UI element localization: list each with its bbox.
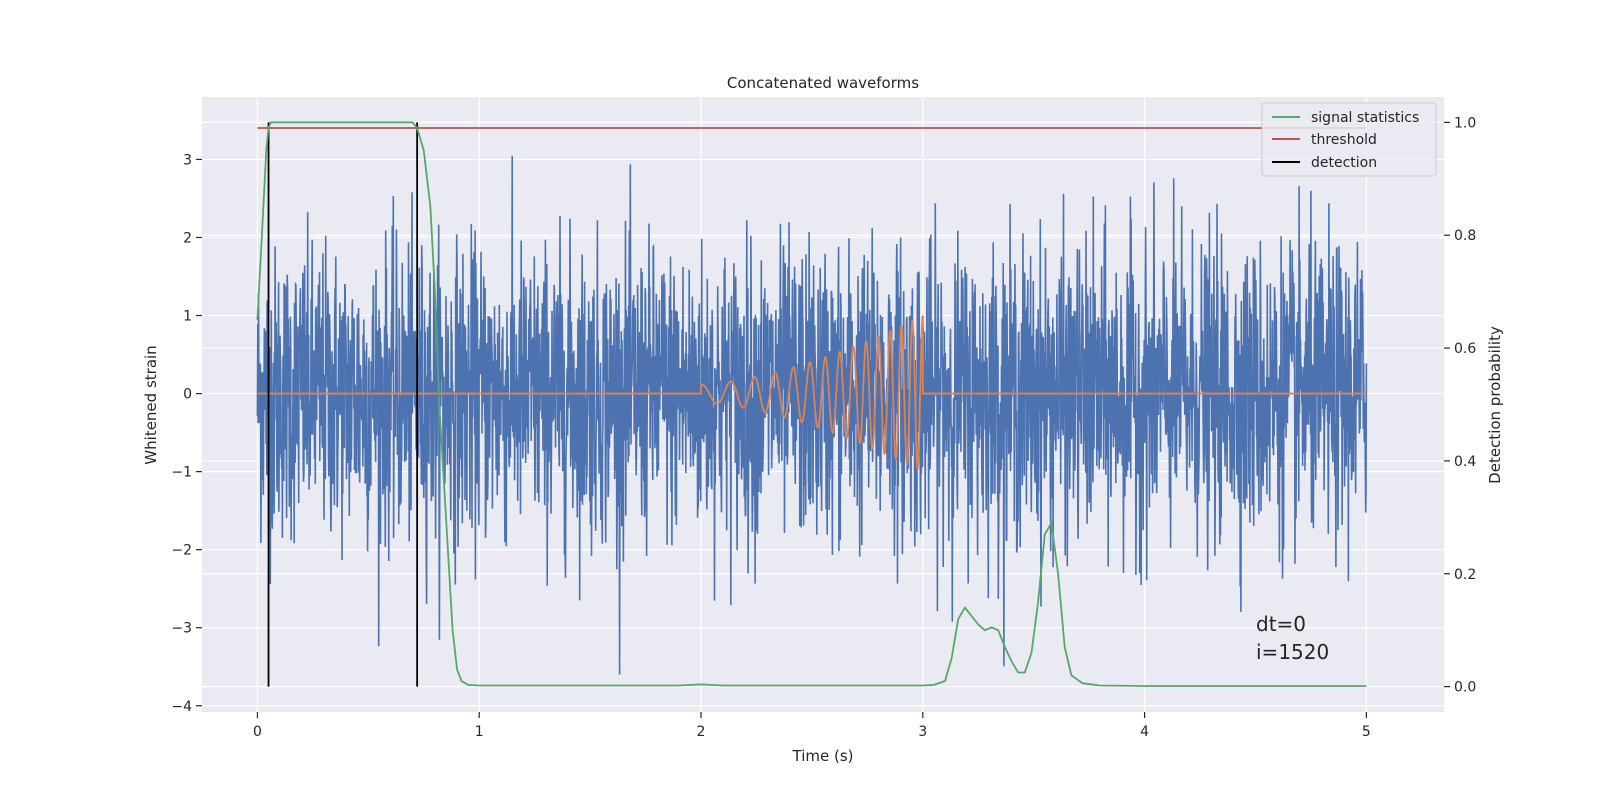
y-axis-label: Whitened strain bbox=[142, 345, 160, 464]
x-tick-label: 5 bbox=[1362, 724, 1371, 740]
y2-tick-label: 0.4 bbox=[1454, 454, 1476, 470]
svg-text:signal statistics: signal statistics bbox=[1311, 110, 1419, 126]
legend-item-detection: detection bbox=[1272, 155, 1377, 171]
legend-item-signal-statistics: signal statistics bbox=[1272, 110, 1419, 126]
y2-axis-ticks: 0.0 0.2 0.4 0.6 0.8 1.0 bbox=[1444, 115, 1476, 696]
y2-tick-label: 0.2 bbox=[1454, 567, 1476, 583]
y-tick-label: 2 bbox=[183, 230, 192, 246]
y-tick-label: 0 bbox=[183, 387, 192, 403]
annotation: dt=0 i=1520 bbox=[1256, 612, 1329, 664]
y-tick-label: −4 bbox=[171, 699, 192, 715]
x-tick-label: 0 bbox=[253, 724, 262, 740]
y2-tick-label: 1.0 bbox=[1454, 115, 1476, 131]
legend-item-threshold: threshold bbox=[1272, 132, 1377, 148]
y2-tick-label: 0.6 bbox=[1454, 341, 1476, 357]
y-tick-label: 3 bbox=[183, 152, 192, 168]
y-tick-label: −2 bbox=[171, 543, 192, 559]
annotation-index: i=1520 bbox=[1256, 640, 1329, 664]
x-tick-label: 2 bbox=[697, 724, 706, 740]
y-axis-ticks: −4 −3 −2 −1 0 1 2 3 bbox=[171, 152, 202, 715]
x-tick-label: 3 bbox=[918, 724, 927, 740]
x-axis-label: Time (s) bbox=[792, 747, 854, 765]
detection-lines bbox=[267, 122, 419, 687]
x-tick-label: 4 bbox=[1140, 724, 1149, 740]
signal-statistics-line bbox=[256, 121, 1367, 687]
x-tick-label: 1 bbox=[475, 724, 484, 740]
y2-axis-label: Detection probability bbox=[1486, 326, 1504, 484]
chart-title: Concatenated waveforms bbox=[727, 74, 919, 92]
legend: signal statistics threshold detection bbox=[1261, 102, 1437, 177]
injected-signal-line bbox=[257, 315, 1367, 473]
y-tick-label: −3 bbox=[171, 621, 192, 637]
legend-box bbox=[1261, 102, 1437, 177]
svg-text:detection: detection bbox=[1311, 155, 1377, 171]
y-tick-label: 1 bbox=[183, 309, 192, 325]
y2-tick-label: 0.8 bbox=[1454, 228, 1476, 244]
x-axis-ticks: 0 1 2 3 4 5 bbox=[253, 712, 1371, 740]
svg-text:threshold: threshold bbox=[1311, 132, 1377, 148]
y-tick-label: −1 bbox=[171, 465, 192, 481]
noise-series-line bbox=[256, 155, 1368, 675]
annotation-dt: dt=0 bbox=[1256, 612, 1306, 636]
y2-tick-label: 0.0 bbox=[1454, 680, 1476, 696]
